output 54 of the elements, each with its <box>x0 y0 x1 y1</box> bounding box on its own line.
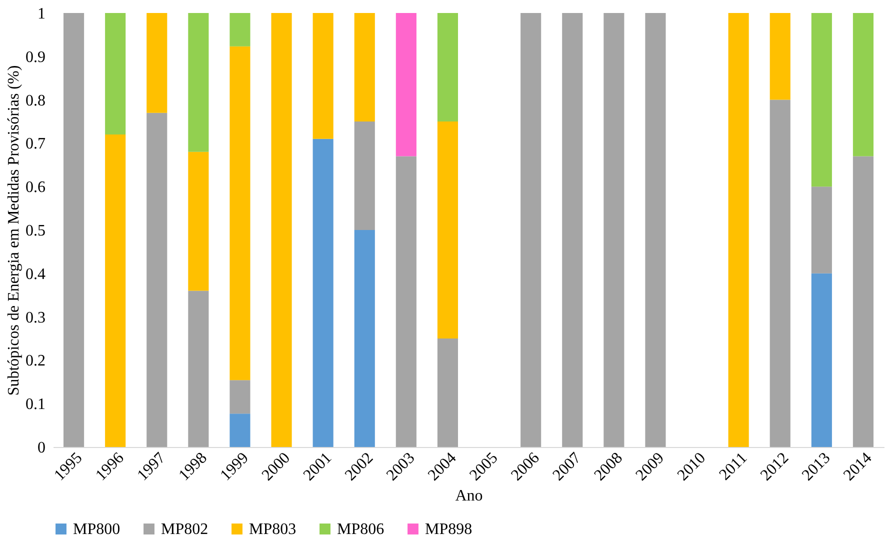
y-tick-label: 0.6 <box>26 179 46 196</box>
bar <box>645 13 666 447</box>
bar <box>852 13 874 156</box>
x-tick-label: 2011 <box>716 450 751 484</box>
bar <box>437 338 458 447</box>
bar <box>63 13 84 447</box>
bar <box>230 46 250 380</box>
bar <box>396 156 416 447</box>
y-tick-label: 0.7 <box>26 136 46 153</box>
bar <box>770 100 790 447</box>
y-tick-label: 0.2 <box>26 352 46 370</box>
bar <box>437 122 458 338</box>
legend-label: MP806 <box>337 521 384 538</box>
legend-label: MP898 <box>425 521 472 538</box>
y-tick-label: 1 <box>38 6 46 22</box>
bar <box>604 13 624 447</box>
bar <box>146 112 168 447</box>
legend-label: MP803 <box>249 521 296 538</box>
bar <box>312 13 334 139</box>
bar <box>354 13 375 122</box>
bar <box>811 186 832 274</box>
bar <box>230 13 250 46</box>
bar <box>230 380 250 414</box>
y-tick-label: 0.5 <box>26 222 46 240</box>
bar <box>354 122 375 230</box>
legend-label: MP802 <box>161 521 208 538</box>
y-tick-label: 0.1 <box>26 396 46 414</box>
bar <box>396 13 416 156</box>
bar <box>188 290 209 447</box>
y-tick-label: 0.3 <box>26 309 46 326</box>
legend-label: MP800 <box>73 521 120 538</box>
bar <box>852 156 874 447</box>
bar <box>188 13 209 152</box>
bar <box>105 134 126 447</box>
y-tick-label: 0.4 <box>26 266 46 283</box>
bar <box>146 13 168 113</box>
bar <box>354 230 375 447</box>
bar <box>188 152 209 291</box>
bar <box>230 414 250 447</box>
bar <box>728 13 749 447</box>
bar <box>271 13 292 447</box>
y-tick-label: 0 <box>38 440 46 456</box>
bar <box>770 13 790 100</box>
bar <box>562 13 583 447</box>
bar <box>811 273 832 447</box>
bar <box>437 13 458 122</box>
bar <box>811 13 832 187</box>
y-axis-title: Subtópicos de Energia em Medidas Provisórias (%) <box>6 65 22 396</box>
bar <box>105 13 126 135</box>
y-tick-label: 0.9 <box>26 48 46 66</box>
y-tick-label: 0.8 <box>26 92 46 110</box>
bar <box>312 138 334 447</box>
bar <box>520 13 542 447</box>
x-axis-title: Ano <box>455 487 483 504</box>
